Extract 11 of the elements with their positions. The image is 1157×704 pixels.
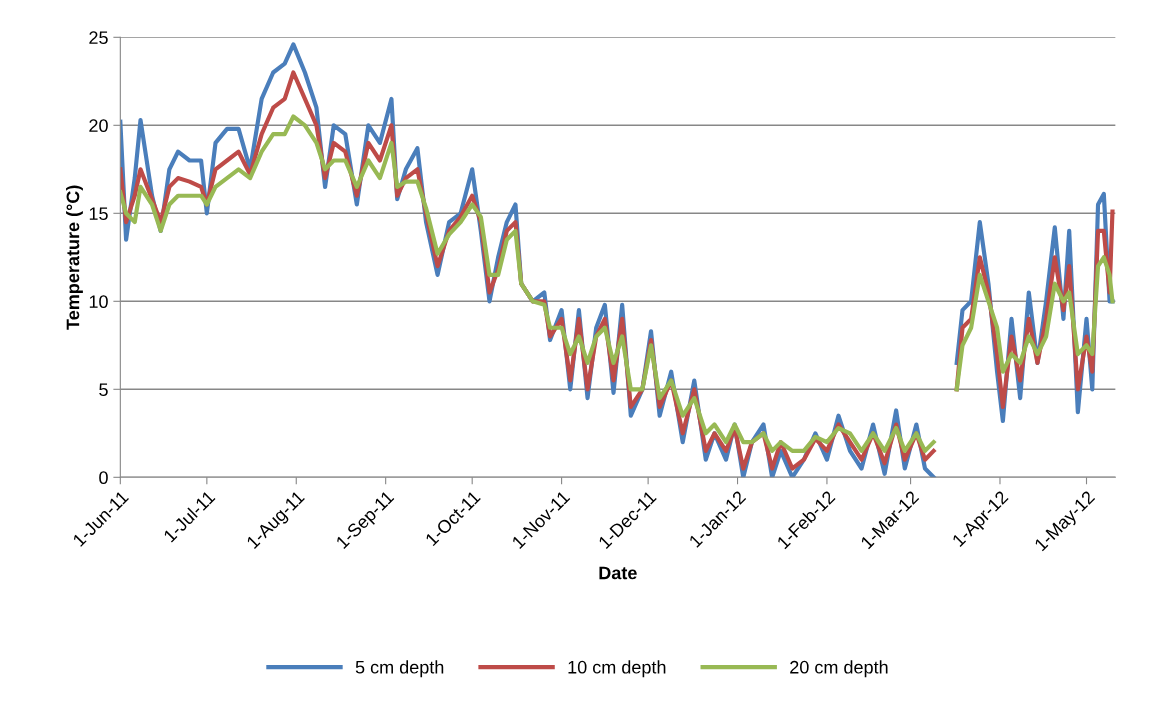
y-tick-label: 25 [89, 31, 108, 45]
x-axis-title: Date [599, 566, 637, 580]
y-axis-title: Temperature (°C) [66, 185, 83, 330]
y-tick-label: 10 [89, 295, 108, 309]
legend-label: 5 cm depth [355, 660, 444, 678]
y-tick-label: 20 [89, 119, 108, 133]
legend-label: 10 cm depth [568, 660, 666, 678]
y-tick-label: 0 [99, 471, 108, 485]
y-tick-label: 5 [99, 383, 108, 397]
legend-label: 20 cm depth [790, 660, 888, 678]
y-tick-label: 15 [89, 207, 108, 221]
